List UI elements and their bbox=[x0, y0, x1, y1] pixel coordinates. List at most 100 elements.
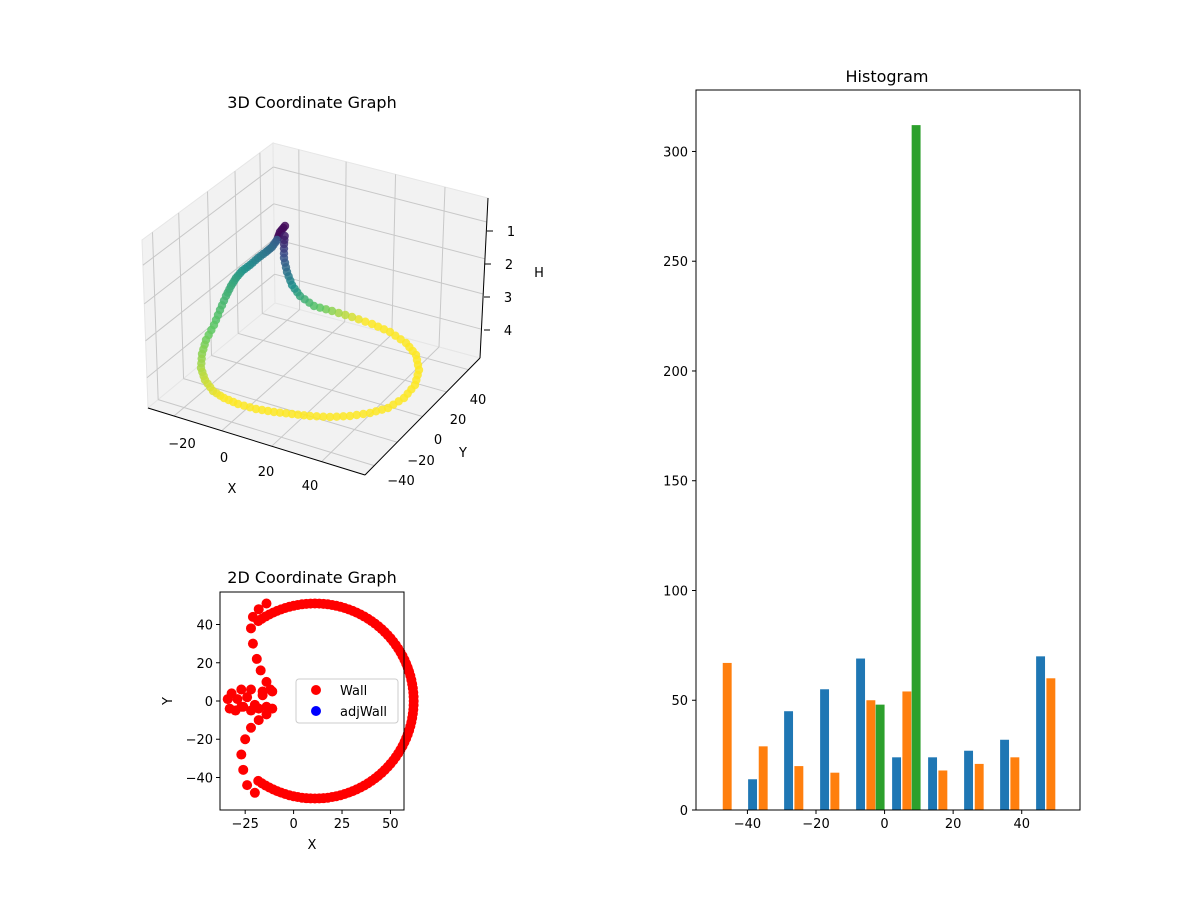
3d-x-axis-line bbox=[147, 407, 366, 476]
3d-x-axis-label: X bbox=[228, 482, 237, 497]
histogram-bar bbox=[1000, 739, 1010, 810]
histogram-title: Histogram bbox=[846, 67, 929, 86]
wall-point bbox=[261, 676, 272, 687]
histogram-x-tick-label: −20 bbox=[802, 817, 829, 832]
histogram-bar bbox=[856, 658, 866, 810]
wall-point bbox=[236, 749, 247, 760]
wall-point bbox=[236, 684, 247, 695]
3d-z-tick-label: 4 bbox=[504, 324, 512, 339]
legend-label-adjWall: adjWall bbox=[340, 705, 387, 720]
wall-point bbox=[247, 638, 258, 649]
3d-trajectory-point bbox=[354, 315, 363, 324]
chart-3d-title: 3D Coordinate Graph bbox=[227, 93, 396, 112]
2d-x-tick-label: −25 bbox=[231, 817, 258, 832]
wall-point bbox=[253, 775, 264, 786]
3d-grid-line bbox=[259, 152, 263, 314]
3d-x-tick-label: 40 bbox=[302, 479, 319, 494]
histogram-bar bbox=[866, 700, 876, 810]
3d-grid-line bbox=[145, 238, 275, 342]
legend-label-Wall: Wall bbox=[340, 684, 367, 699]
histogram-y-tick-label: 100 bbox=[663, 584, 688, 599]
histogram-bar bbox=[820, 689, 830, 810]
3d-y-tick-label: −40 bbox=[387, 474, 414, 489]
wall-point bbox=[242, 692, 253, 703]
3d-grid-line bbox=[142, 166, 274, 266]
3d-grid-line bbox=[178, 212, 185, 379]
2d-x-tick-label: 50 bbox=[382, 817, 399, 832]
histogram-y-tick-label: 150 bbox=[663, 475, 688, 490]
wall-point bbox=[240, 734, 251, 745]
3d-y-axis-label: Y bbox=[458, 446, 467, 461]
histogram-bar bbox=[964, 750, 974, 810]
histogram-bar bbox=[1010, 757, 1020, 810]
3d-grid-line bbox=[143, 203, 275, 305]
2d-y-tick-label: 0 bbox=[205, 695, 213, 710]
histogram-y-tick-label: 200 bbox=[663, 365, 688, 380]
wall-point bbox=[245, 705, 256, 716]
3d-trajectory-point bbox=[352, 410, 361, 420]
chart-2d-title: 2D Coordinate Graph bbox=[227, 568, 396, 587]
histogram-bar bbox=[748, 779, 758, 810]
3d-z-tick-label: 3 bbox=[504, 291, 512, 306]
3d-z-axis-label: H bbox=[534, 266, 544, 281]
3d-grid-line bbox=[234, 171, 239, 334]
legend-marker-adjWall bbox=[311, 706, 321, 716]
histogram-bar bbox=[1036, 656, 1046, 810]
3d-grid-line bbox=[438, 186, 446, 348]
histogram-bar bbox=[784, 711, 794, 810]
3d-trajectory-point bbox=[347, 312, 357, 322]
histogram-bar bbox=[938, 770, 948, 810]
3d-grid-line bbox=[273, 166, 487, 223]
histogram-bar bbox=[758, 746, 768, 810]
wall-point bbox=[257, 690, 268, 701]
histogram-x-tick-label: 40 bbox=[1013, 817, 1030, 832]
wall-point bbox=[245, 623, 256, 634]
3d-y-tick-label: 20 bbox=[450, 413, 467, 428]
histogram-x-tick-label: −40 bbox=[734, 817, 761, 832]
2d-x-axis-label: X bbox=[308, 838, 317, 853]
3d-grid-line bbox=[391, 174, 397, 335]
3d-y-tick-label: −20 bbox=[407, 454, 434, 469]
3d-y-axis-line bbox=[364, 357, 481, 476]
3d-grid-line bbox=[274, 273, 482, 330]
wall-point bbox=[224, 703, 235, 714]
histogram-bar bbox=[892, 757, 902, 810]
chart-3d-coordinate: 3D Coordinate Graph −2002040X−40−2002040… bbox=[141, 93, 544, 497]
wall-point bbox=[245, 722, 256, 733]
wall-point bbox=[232, 694, 243, 705]
3d-z-axis-line bbox=[479, 197, 489, 359]
3d-trajectory-point bbox=[305, 411, 315, 421]
3d-trajectory-point bbox=[325, 412, 335, 422]
wall-point bbox=[242, 780, 253, 791]
wall-point bbox=[253, 604, 264, 615]
3d-trajectory-point bbox=[334, 308, 343, 318]
3d-trajectory-point bbox=[345, 411, 355, 421]
histogram-bar bbox=[974, 763, 984, 810]
3d-grid-line bbox=[344, 161, 347, 322]
3d-trajectory-point bbox=[341, 310, 350, 320]
wall-point bbox=[251, 653, 262, 664]
3d-y-tick-label: 40 bbox=[470, 393, 487, 408]
3d-x-tick-label: −20 bbox=[168, 437, 195, 452]
wall-point bbox=[261, 598, 272, 609]
3d-x-tick-label: 0 bbox=[220, 451, 228, 466]
2d-x-tick-label: 0 bbox=[289, 817, 297, 832]
legend-box bbox=[295, 678, 399, 724]
histogram-y-tick-label: 50 bbox=[671, 694, 688, 709]
histogram-bar bbox=[875, 704, 885, 810]
histogram-bar bbox=[1046, 678, 1056, 810]
2d-x-tick-label: 25 bbox=[334, 817, 351, 832]
chart-2d-coordinate: 2D Coordinate Graph −25 0 25 50 −40 −20 0 20 40 X… bbox=[161, 568, 419, 853]
histogram-y-tick-label: 0 bbox=[680, 804, 688, 819]
wall-point bbox=[261, 701, 272, 712]
3d-z-tick-label: 1 bbox=[507, 225, 515, 240]
chart-histogram: Histogram −40 −20 0 20 40 0 50 100 150 200 250 300 bbox=[663, 67, 1081, 832]
3d-trajectory-point bbox=[332, 412, 341, 421]
3d-trajectory-point bbox=[319, 412, 328, 421]
3d-grid-line bbox=[298, 149, 301, 310]
3d-grid-line bbox=[274, 238, 484, 295]
wall-point bbox=[247, 611, 258, 622]
wall-point bbox=[253, 703, 264, 714]
wall-point bbox=[253, 715, 264, 726]
